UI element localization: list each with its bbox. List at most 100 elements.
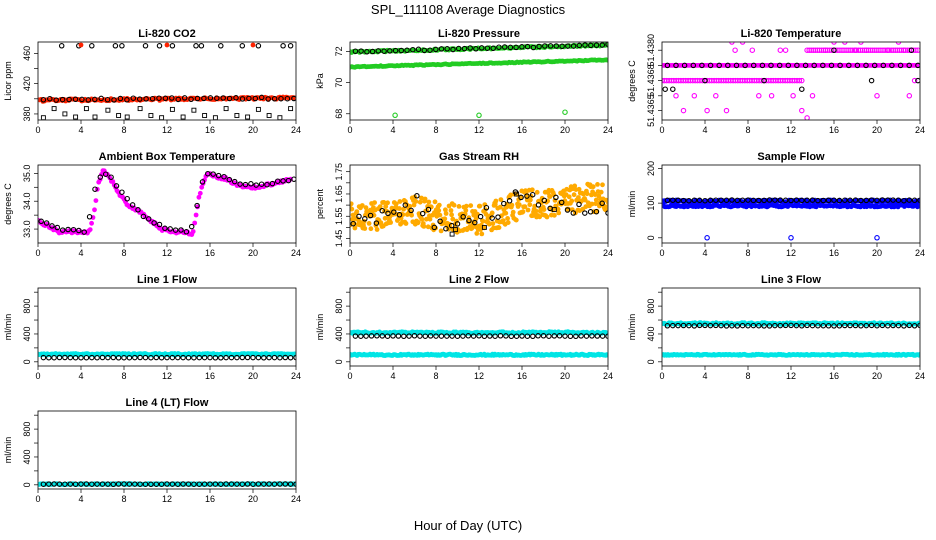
y-axis-label: ml/min bbox=[627, 314, 637, 341]
data-point bbox=[593, 42, 600, 48]
data-point bbox=[374, 333, 380, 339]
data-point bbox=[605, 210, 608, 216]
data-point bbox=[552, 212, 557, 218]
data-point bbox=[401, 333, 407, 340]
x-tick-label: 12 bbox=[474, 125, 484, 135]
data-point bbox=[825, 323, 832, 329]
y-tick-label: 1.45 bbox=[334, 230, 344, 248]
data-point bbox=[422, 333, 429, 339]
data-point bbox=[551, 333, 558, 339]
x-tick-label: 4 bbox=[78, 125, 83, 135]
data-point bbox=[156, 221, 163, 228]
data-point bbox=[433, 333, 439, 339]
x-tick-label: 16 bbox=[517, 125, 527, 135]
x-tick-label: 4 bbox=[702, 125, 707, 135]
data-point bbox=[890, 322, 896, 329]
data-point bbox=[92, 186, 98, 192]
data-point bbox=[820, 197, 827, 204]
data-point bbox=[188, 223, 195, 230]
data-point bbox=[605, 199, 608, 205]
data-point bbox=[576, 195, 581, 200]
data-point bbox=[391, 209, 397, 215]
data-point bbox=[874, 197, 880, 204]
data-point bbox=[915, 62, 920, 69]
data-point bbox=[185, 354, 192, 361]
data-point bbox=[460, 333, 466, 339]
data-point bbox=[421, 47, 428, 54]
data-point bbox=[396, 206, 402, 211]
data-point bbox=[448, 208, 454, 213]
data-point bbox=[65, 226, 71, 233]
data-point bbox=[556, 210, 562, 216]
data-point bbox=[911, 77, 918, 84]
data-point bbox=[461, 45, 468, 52]
data-point bbox=[196, 194, 202, 200]
data-point bbox=[92, 114, 98, 120]
data-point bbox=[237, 181, 243, 187]
x-tick-label: 24 bbox=[603, 125, 613, 135]
figure-title: SPL_111108 Average Diagnostics bbox=[371, 2, 566, 17]
data-point bbox=[169, 95, 175, 101]
data-point bbox=[831, 47, 837, 53]
x-tick-label: 8 bbox=[121, 125, 126, 135]
data-point bbox=[215, 172, 222, 179]
data-point bbox=[582, 197, 588, 203]
data-point bbox=[761, 77, 767, 84]
plot-frame bbox=[37, 410, 297, 490]
data-point bbox=[175, 96, 181, 103]
data-point bbox=[132, 354, 138, 361]
x-tick-label: 0 bbox=[35, 371, 40, 381]
x-tick-label: 20 bbox=[872, 125, 882, 135]
data-points bbox=[350, 181, 608, 237]
data-point bbox=[481, 333, 488, 340]
x-tick-label: 0 bbox=[659, 371, 664, 381]
data-point bbox=[375, 48, 382, 54]
data-point bbox=[384, 333, 391, 339]
data-point bbox=[422, 196, 428, 202]
data-point bbox=[78, 354, 84, 361]
data-point bbox=[917, 322, 920, 329]
data-point bbox=[250, 481, 256, 487]
data-point bbox=[489, 215, 495, 221]
data-point bbox=[105, 107, 111, 113]
data-point bbox=[749, 47, 756, 53]
series-2 bbox=[40, 94, 296, 103]
data-point bbox=[495, 214, 501, 220]
data-point bbox=[183, 229, 190, 235]
data-point bbox=[463, 208, 469, 213]
x-axis: 0 4 8 12 16 20 24 bbox=[659, 120, 925, 135]
data-point bbox=[487, 333, 493, 339]
data-point bbox=[409, 212, 414, 218]
data-point bbox=[239, 43, 246, 49]
series-2 bbox=[38, 170, 296, 235]
data-point bbox=[293, 481, 296, 487]
data-point bbox=[271, 96, 278, 102]
data-point bbox=[492, 333, 498, 339]
data-point bbox=[56, 354, 63, 361]
data-point bbox=[352, 225, 358, 231]
data-point bbox=[846, 62, 852, 69]
data-point bbox=[413, 199, 419, 204]
data-point bbox=[528, 197, 533, 203]
data-point bbox=[804, 197, 810, 204]
data-point bbox=[664, 323, 671, 329]
data-point bbox=[417, 333, 423, 339]
x-tick-label: 20 bbox=[248, 494, 258, 504]
data-point bbox=[156, 95, 162, 101]
y-tick-label: 200 bbox=[646, 161, 656, 176]
data-point bbox=[858, 42, 864, 45]
data-point bbox=[450, 46, 456, 53]
data-points bbox=[662, 197, 920, 241]
data-points bbox=[38, 481, 296, 488]
data-point bbox=[569, 198, 575, 204]
data-point bbox=[113, 183, 120, 189]
series-4 bbox=[704, 235, 880, 241]
y-axis-label: ml/min bbox=[3, 314, 13, 341]
panel-title: Sample Flow bbox=[757, 151, 825, 163]
data-point bbox=[825, 197, 832, 204]
data-point bbox=[428, 204, 434, 210]
panel-line-4-lt-flow: Line 4 (LT) Flow 0 4 8 12 16 20 24 0 400 800 ml/min bbox=[3, 397, 301, 504]
y-tick-label: 400 bbox=[22, 326, 32, 341]
